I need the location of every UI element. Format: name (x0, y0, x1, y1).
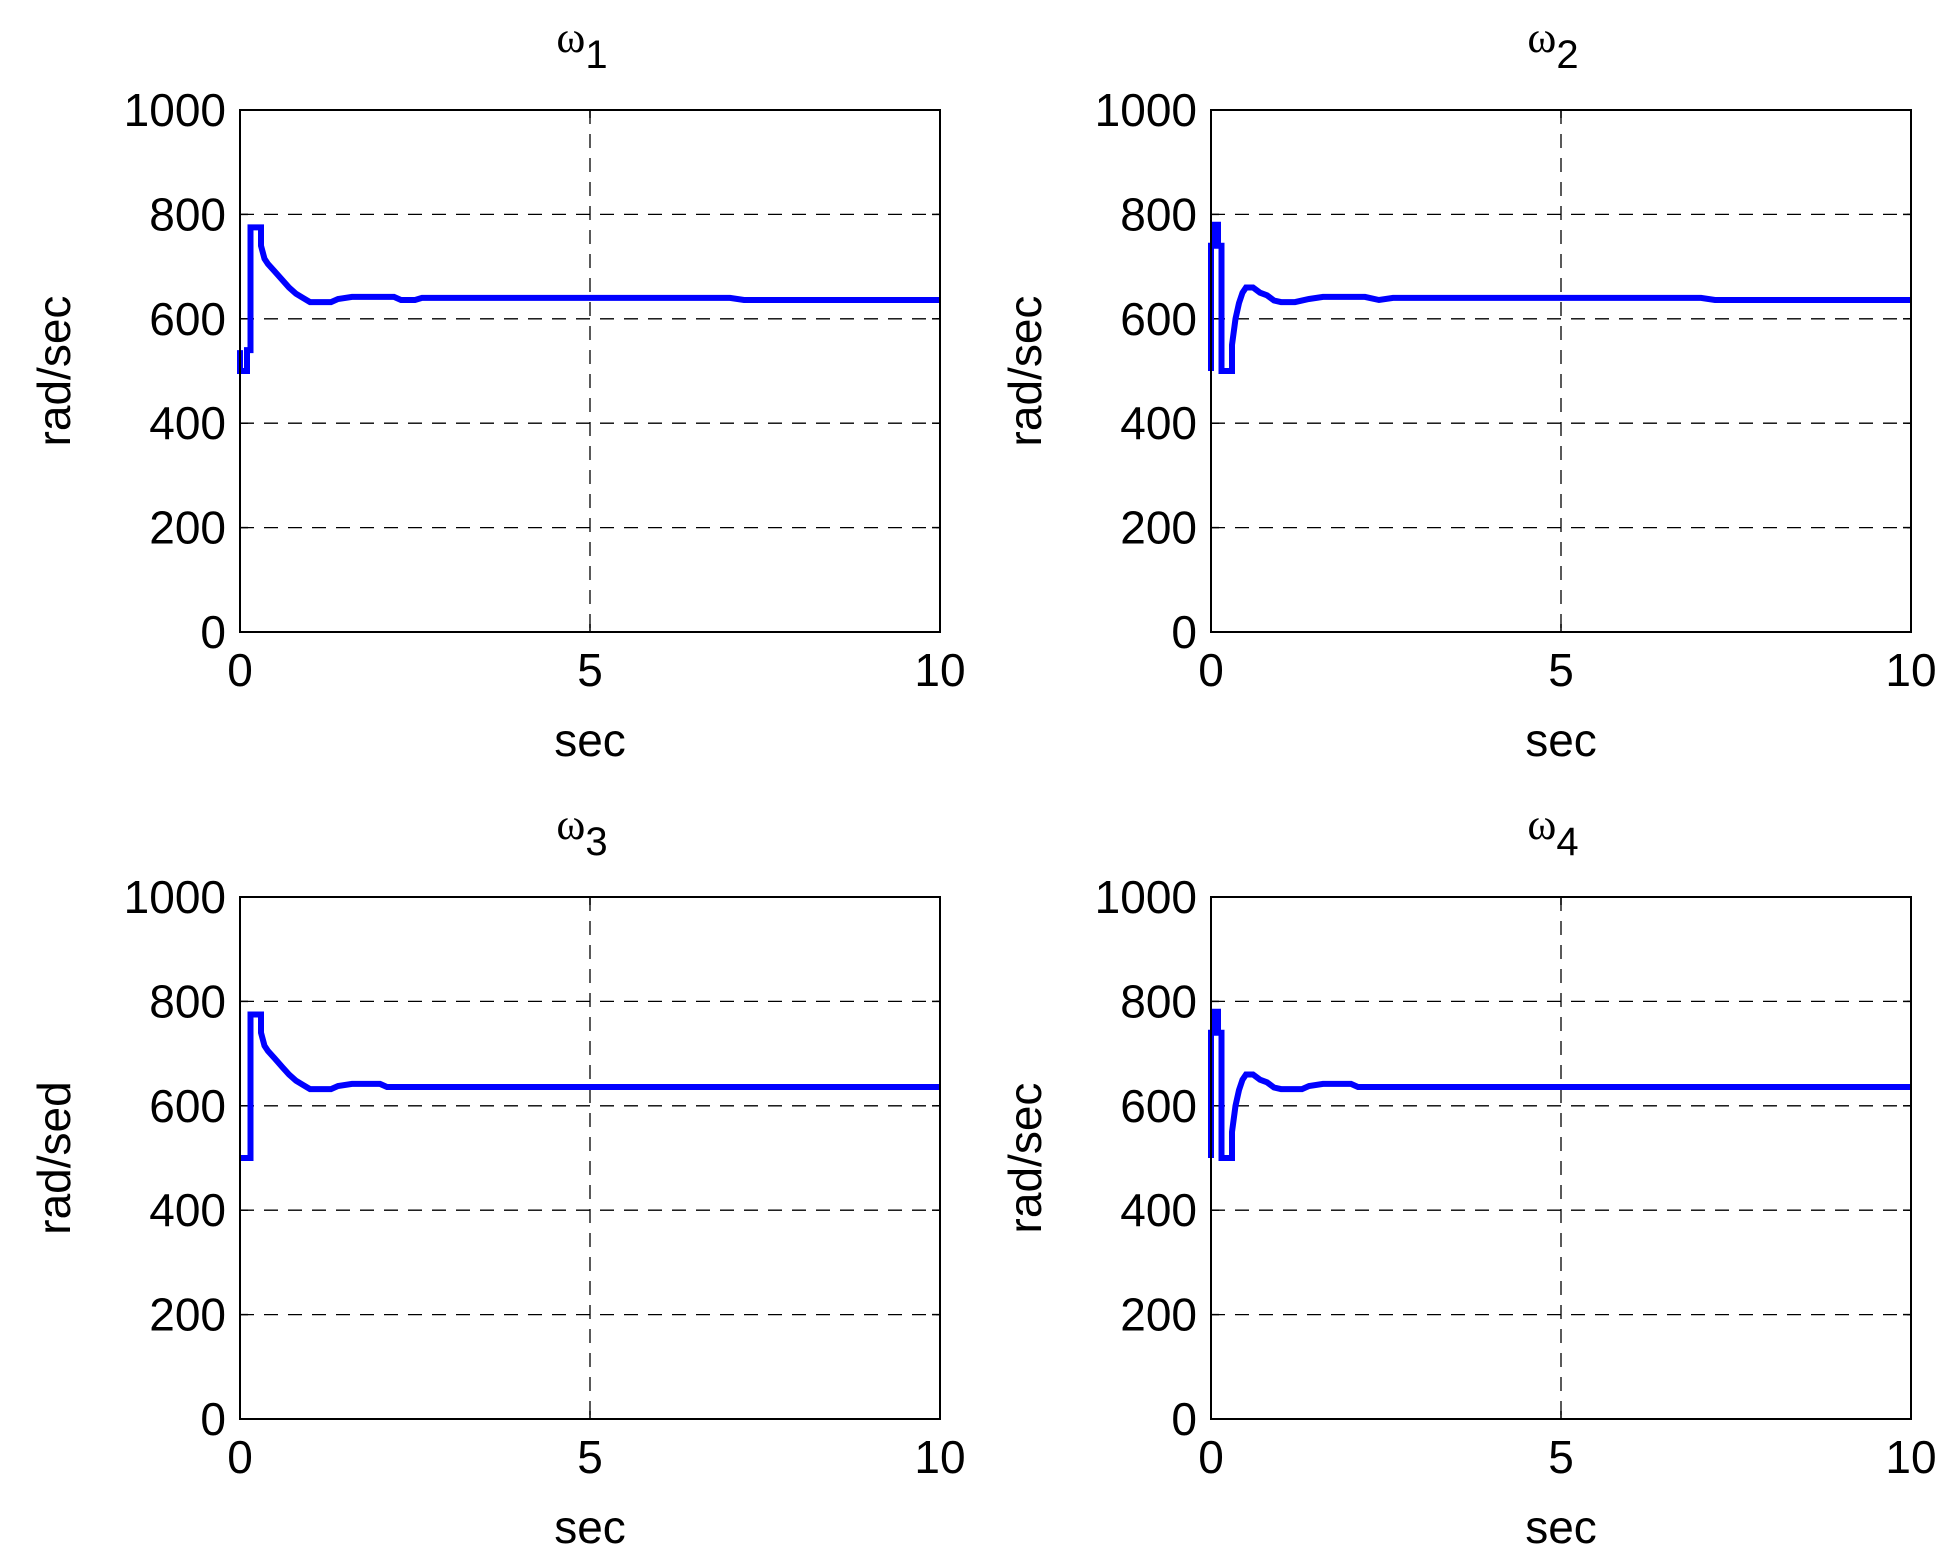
y-tick-label: 0 (200, 606, 226, 658)
chart-title: ω1 (556, 13, 607, 77)
y-axis-label: rad/sed (28, 1081, 80, 1234)
x-axis-label: sec (554, 714, 626, 766)
y-tick-label: 0 (1171, 1393, 1197, 1445)
y-tick-label: 0 (200, 1393, 226, 1445)
y-tick-label: 200 (149, 1289, 226, 1341)
y-tick-label: 400 (149, 397, 226, 449)
y-tick-label: 600 (149, 1080, 226, 1132)
x-tick-label: 0 (227, 644, 253, 696)
x-tick-label: 10 (1885, 644, 1936, 696)
x-axis-label: sec (1525, 714, 1597, 766)
y-tick-label: 1000 (124, 871, 226, 923)
x-axis-label: sec (1525, 1501, 1597, 1553)
chart-title: ω4 (1527, 800, 1578, 864)
y-tick-label: 1000 (1095, 871, 1197, 923)
chart-title-subscript: 4 (1556, 820, 1578, 864)
x-tick-label: 5 (1548, 644, 1574, 696)
x-tick-label: 5 (577, 644, 603, 696)
chart-title-symbol: ω (556, 800, 585, 849)
y-tick-label: 1000 (124, 84, 226, 136)
y-tick-label: 600 (1120, 293, 1197, 345)
y-axis-label: rad/sec (999, 1083, 1051, 1234)
y-axis-label: rad/sec (28, 296, 80, 447)
y-tick-label: 200 (1120, 1289, 1197, 1341)
series-line-1 (240, 1011, 940, 1161)
chart-title-subscript: 2 (1556, 33, 1578, 77)
x-tick-label: 10 (914, 644, 965, 696)
axes-frame (239, 896, 941, 1420)
x-axis-label: sec (554, 1501, 626, 1553)
x-tick-label: 0 (1198, 644, 1224, 696)
x-tick-label: 10 (914, 1431, 965, 1483)
axes-frame (1210, 896, 1912, 1420)
x-tick-label: 5 (577, 1431, 603, 1483)
chart-title-subscript: 3 (585, 820, 607, 864)
y-tick-label: 600 (149, 293, 226, 345)
y-tick-label: 400 (149, 1184, 226, 1236)
y-tick-label: 600 (1120, 1080, 1197, 1132)
x-tick-label: 10 (1885, 1431, 1936, 1483)
y-tick-label: 400 (1120, 397, 1197, 449)
chart-title-symbol: ω (556, 13, 585, 62)
subplot-4: 0 200 400 600 800 1000 0 5 10 sec rad/sec ω4 (999, 800, 1937, 1553)
y-tick-label: 400 (1120, 1184, 1197, 1236)
x-tick-label: 0 (1198, 1431, 1224, 1483)
subplot-1: 0 200 400 600 800 1000 0 5 10 sec rad/sec ω1 (28, 13, 966, 766)
series-line-1 (237, 224, 940, 374)
y-tick-label: 800 (1120, 975, 1197, 1027)
x-tick-label: 0 (227, 1431, 253, 1483)
chart-title-subscript: 1 (585, 33, 607, 77)
y-axis-label: rad/sec (999, 296, 1051, 447)
y-tick-label: 800 (149, 975, 226, 1027)
chart-title: ω3 (556, 800, 607, 864)
y-tick-label: 1000 (1095, 84, 1197, 136)
y-tick-label: 200 (149, 502, 226, 554)
series-line-1 (1208, 1008, 1911, 1161)
y-tick-label: 800 (149, 188, 226, 240)
chart-title-symbol: ω (1527, 800, 1556, 849)
axes-frame (239, 109, 941, 633)
y-tick-label: 0 (1171, 606, 1197, 658)
x-tick-label: 5 (1548, 1431, 1574, 1483)
axes-frame (1210, 109, 1912, 633)
y-tick-label: 200 (1120, 502, 1197, 554)
chart-title: ω2 (1527, 13, 1578, 77)
y-tick-label: 800 (1120, 188, 1197, 240)
chart-title-symbol: ω (1527, 13, 1556, 62)
series-line-1 (1208, 221, 1911, 374)
subplot-2: 0 200 400 600 800 1000 0 5 10 sec rad/sec ω2 (999, 13, 1937, 766)
subplot-3: 0 200 400 600 800 1000 0 5 10 sec rad/sed ω3 (28, 800, 966, 1553)
